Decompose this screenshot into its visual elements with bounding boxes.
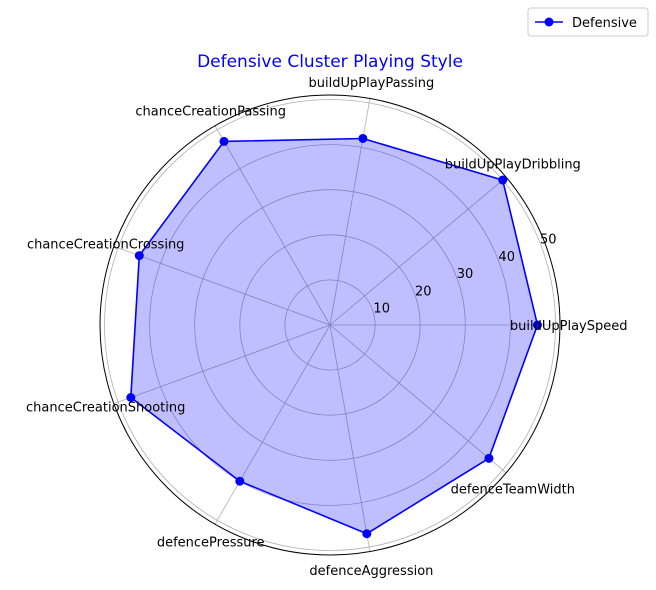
category-labels: buildUpPlaySpeed buildUpPlayDribbling buil… — [26, 76, 627, 579]
data-point-chanceCreationCrossing — [134, 251, 144, 261]
grid-spoke — [113, 324, 331, 405]
data-point-chanceCreationPassing — [219, 136, 229, 146]
series-area — [130, 138, 538, 534]
data-point-defencePressure — [235, 476, 245, 486]
category-label-chanceCreationShooting: chanceCreationShooting — [26, 401, 185, 416]
polar-frame — [99, 94, 561, 556]
grid-spoke — [113, 245, 331, 326]
legend-frame — [527, 7, 649, 37]
data-point-chanceCreationShooting — [126, 392, 136, 402]
grid-spoke — [329, 324, 371, 552]
category-label-defencePressure: defencePressure — [157, 536, 265, 551]
data-point-buildUpPlaySpeed — [532, 320, 542, 330]
radial-tick-10: 10 — [373, 302, 390, 317]
grid-spoke — [214, 324, 331, 525]
data-point-buildUpPlayPassing — [358, 133, 368, 143]
category-label-chanceCreationCrossing: chanceCreationCrossing — [27, 237, 184, 252]
category-label-defenceAggression: defenceAggression — [309, 564, 433, 579]
grid-spoke — [329, 324, 507, 474]
category-label-defenceTeamWidth: defenceTeamWidth — [451, 482, 575, 497]
radial-tick-labels: 10 20 30 40 50 — [373, 233, 556, 317]
radial-tick-50: 50 — [540, 233, 557, 248]
grid-spoke — [214, 125, 331, 326]
grid-spoke — [329, 176, 507, 326]
legend-label: Defensive — [572, 16, 637, 31]
series-layer — [126, 133, 542, 539]
radial-tick-20: 20 — [415, 285, 432, 300]
radial-tick-40: 40 — [498, 250, 515, 265]
legend-marker-swatch — [544, 17, 554, 27]
grid — [99, 94, 561, 556]
category-label-chanceCreationPassing: chanceCreationPassing — [135, 104, 286, 119]
data-point-defenceTeamWidth — [484, 453, 494, 463]
series-line — [129, 137, 539, 535]
data-point-defenceAggression — [362, 529, 372, 539]
chart-title: Defensive Cluster Playing Style — [197, 52, 463, 72]
legend: Defensive — [527, 7, 649, 37]
data-point-buildUpPlayDribbling — [498, 175, 508, 185]
radial-tick-30: 30 — [457, 267, 474, 282]
category-label-buildUpPlayPassing: buildUpPlayPassing — [309, 76, 435, 91]
category-label-buildUpPlayDribbling: buildUpPlayDribbling — [445, 158, 581, 173]
category-label-buildUpPlaySpeed: buildUpPlaySpeed — [510, 319, 628, 334]
